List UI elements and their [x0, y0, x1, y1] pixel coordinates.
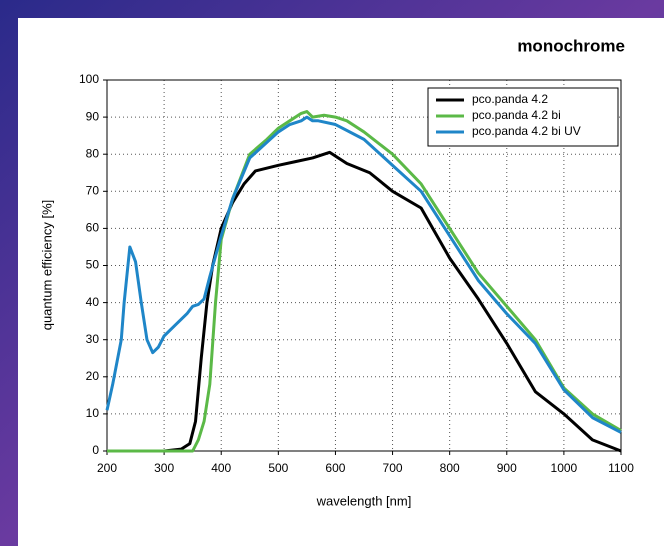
y-tick-label: 80 — [86, 146, 100, 160]
x-tick-label: 700 — [383, 461, 403, 475]
series-line — [107, 110, 622, 453]
y-tick-label: 10 — [86, 406, 100, 420]
y-tick-label: 90 — [86, 109, 100, 123]
x-tick-label: 600 — [325, 461, 345, 475]
series-line — [107, 150, 622, 453]
plot-frame — [106, 79, 622, 452]
x-axis-label: wavelength [nm] — [316, 493, 412, 508]
x-tick-label: 200 — [97, 461, 117, 475]
y-tick-label: 0 — [92, 443, 99, 457]
y-tick-label: 100 — [79, 72, 99, 86]
x-tick-label: 400 — [211, 461, 231, 475]
legend-label: pco.panda 4.2 bi UV — [472, 124, 581, 138]
chart-title: monochrome — [517, 36, 625, 55]
y-tick-label: 30 — [86, 332, 100, 346]
x-tick-label: 1000 — [551, 461, 578, 475]
x-tick-label: 1100 — [608, 461, 634, 475]
x-tick-label: 300 — [154, 461, 174, 475]
y-tick-label: 40 — [86, 295, 100, 309]
y-tick-label: 20 — [86, 369, 100, 383]
y-tick-label: 60 — [86, 221, 100, 235]
x-tick-label: 500 — [268, 461, 288, 475]
series-line — [105, 115, 622, 434]
y-tick-label: 70 — [86, 183, 100, 197]
legend-label: pco.panda 4.2 bi — [472, 108, 561, 122]
x-tick-label: 900 — [497, 461, 517, 475]
legend-label: pco.panda 4.2 — [472, 92, 548, 106]
y-axis-label: quantum efficiency [%] — [39, 200, 54, 331]
x-tick-label: 800 — [440, 461, 460, 475]
y-tick-label: 50 — [86, 258, 100, 272]
